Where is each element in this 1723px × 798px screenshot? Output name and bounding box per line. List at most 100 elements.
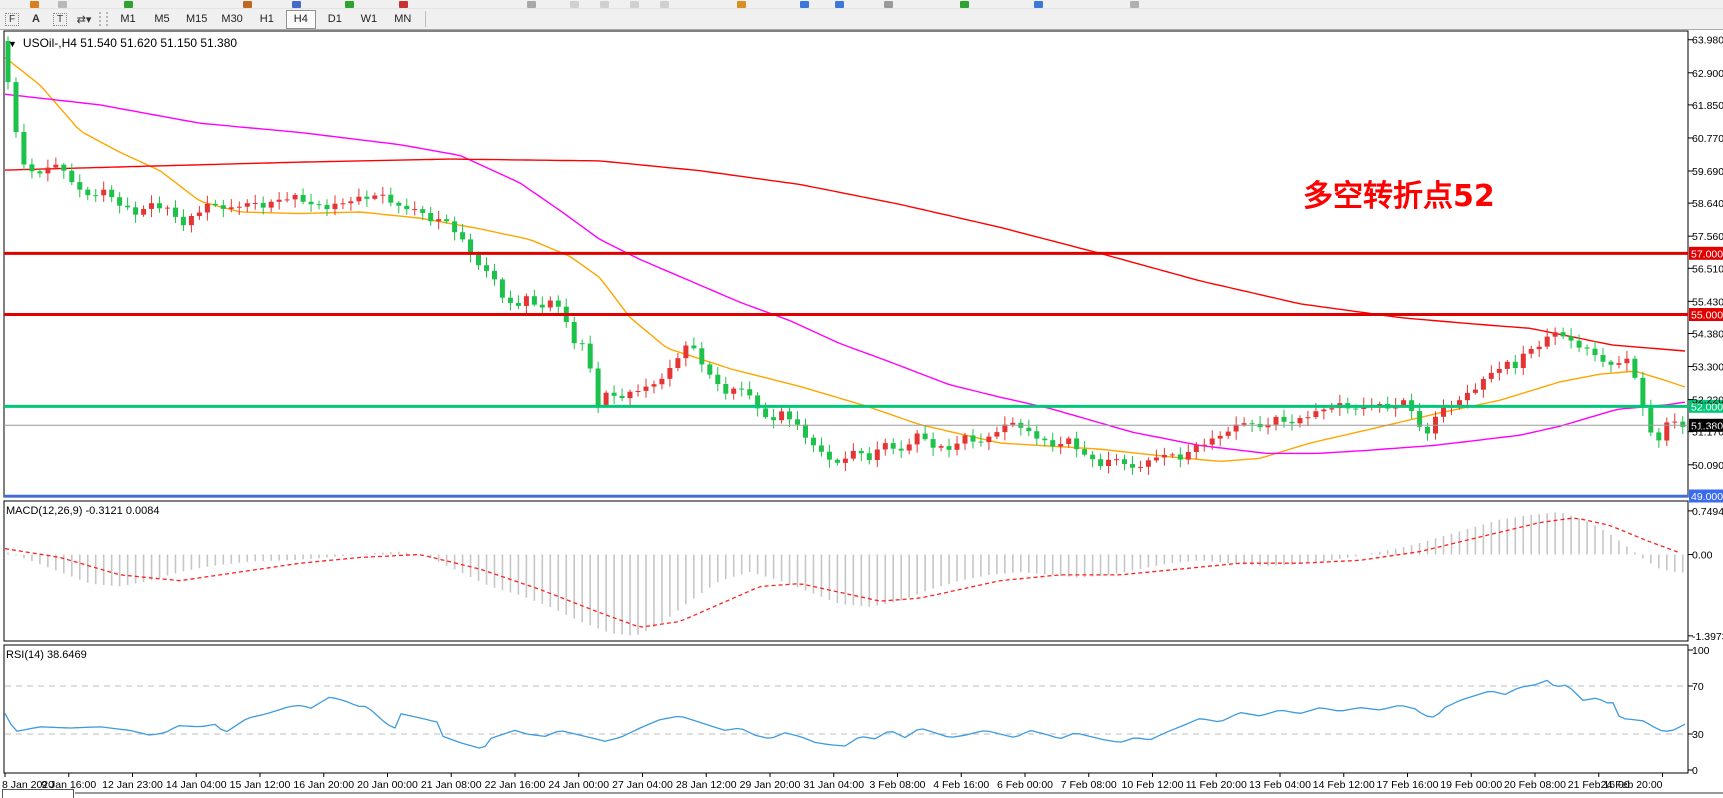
chart-title: ▼ USOil-,H4 51.540 51.620 51.150 51.380	[8, 36, 237, 50]
time-axis-label: 14 Jan 04:00	[166, 779, 227, 791]
chart-canvas[interactable]: 57.000 55.000 52.000 51.380 49.000 63.980 62.9…	[0, 30, 1723, 798]
time-axis-label: 12 Jan 23:00	[102, 779, 163, 791]
time-axis-label: 24 Feb 20:00	[1601, 779, 1663, 791]
timeframe-button-H1[interactable]: H1	[259, 13, 274, 25]
time-axis-label: 29 Jan 20:00	[740, 779, 801, 791]
toolbar-icon-fragment[interactable]	[30, 1, 39, 8]
time-axis-label: 11 Feb 20:00	[1186, 779, 1247, 791]
ma-mid-magenta-line	[4, 93, 1686, 455]
timeframe-button-W1[interactable]: W1	[360, 13, 378, 25]
time-axis-label: 13 Feb 04:00	[1249, 779, 1311, 791]
price-axis-label: 50.090	[1692, 460, 1723, 472]
rsi-axis-label: 70	[1692, 681, 1704, 693]
price-axis-label: 63.980	[1692, 35, 1723, 47]
price-axis-label: 53.300	[1692, 362, 1723, 374]
styles-arrows-icon[interactable]: ⇄ ▾	[76, 13, 92, 26]
toolbar-top-strip	[0, 0, 1723, 9]
price-label-box-55.000	[1689, 308, 1723, 322]
dropdown-caret-icon: ▾	[85, 13, 92, 26]
toolbar-icon-fragment[interactable]	[570, 1, 579, 8]
ma-slow-red-line	[4, 158, 1686, 352]
time-axis-label: 31 Jan 04:00	[803, 779, 864, 791]
snap-grid-f-icon[interactable]: F	[2, 11, 22, 28]
price-label-box-57.000	[1689, 246, 1723, 260]
macd-histogram-layer	[7, 512, 1684, 636]
toolbar: F A T ⇄ ▾ M1 M5 M15 M30 H1 H4 D1 W1 MN	[0, 9, 1723, 30]
text-box-icon[interactable]: T	[50, 11, 70, 28]
main-panel-frame	[3, 30, 1689, 498]
toolbar-icon-fragment[interactable]	[737, 1, 746, 8]
toolbar-icon-fragment[interactable]	[1034, 1, 1043, 8]
toolbar-icon-fragment[interactable]	[292, 1, 301, 8]
time-axis-label: 20 Jan 00:00	[357, 779, 418, 791]
timeframe-button-M1[interactable]: M1	[120, 13, 136, 25]
price-label-51.380: 51.380	[1691, 420, 1723, 432]
toolbar-icon-fragment[interactable]	[1130, 1, 1139, 8]
price-label-box-49.000	[1689, 489, 1723, 503]
price-label-49.000: 49.000	[1691, 491, 1723, 503]
timeframe-button-M15[interactable]: M15	[186, 13, 208, 25]
chart-window[interactable]: 57.000 55.000 52.000 51.380 49.000 63.980 62.9…	[0, 30, 1723, 798]
macd-axis-label: 0.7494	[1692, 506, 1723, 518]
toolbar-icon-fragment[interactable]	[630, 1, 639, 8]
timeframe-button-D1[interactable]: D1	[327, 13, 342, 25]
time-axis-label: 16 Jan 20:00	[293, 779, 354, 791]
time-axis-label: 24 Jan 00:00	[548, 779, 609, 791]
price-label-52.000: 52.000	[1691, 401, 1723, 413]
rsi-axis-label: 0	[1692, 765, 1698, 777]
rsi-indicator-label: RSI(14) 38.6469	[6, 649, 87, 661]
text-label-icon[interactable]: A	[32, 13, 40, 25]
price-label-box-51.380	[1689, 418, 1723, 432]
toolbar-icon-fragment[interactable]	[58, 1, 67, 8]
time-axis-label: 21 Jan 08:00	[421, 779, 482, 791]
timeframe-button-M5[interactable]: M5	[154, 13, 170, 25]
time-axis-label: 28 Jan 12:00	[676, 779, 737, 791]
chart-annotation-text: 多空转折点52	[1303, 179, 1495, 214]
quick-navigation-box[interactable]	[2, 789, 74, 798]
toolbar-icon-fragment[interactable]	[600, 1, 609, 8]
ma-fast-orange-line	[4, 56, 1686, 462]
time-axis-label: 17 Feb 16:00	[1377, 779, 1439, 791]
toolbar-grip[interactable]	[99, 12, 108, 26]
time-axis-label: 21 Feb 16:00	[1568, 779, 1630, 791]
time-axis-label: 14 Feb 12:00	[1313, 779, 1375, 791]
price-axis-label: 56.510	[1692, 263, 1723, 275]
time-axis-label: 9 Jan 16:00	[41, 779, 96, 791]
macd-value-main: -0.3121	[85, 505, 123, 517]
time-axis-label: 20 Feb 08:00	[1504, 779, 1566, 791]
timeframe-button-H4[interactable]: H4	[285, 9, 316, 29]
time-axis-label: 8 Jan 2020	[2, 779, 54, 791]
toolbar-icon-fragment[interactable]	[345, 1, 354, 8]
timeframe-button-MN[interactable]: MN	[394, 13, 412, 25]
price-axis-label: 62.900	[1692, 68, 1723, 80]
time-axis-label: 4 Feb 16:00	[933, 779, 989, 791]
toolbar-icon-fragment[interactable]	[124, 1, 133, 8]
rsi-panel-frame	[3, 644, 1689, 774]
price-axis-label: 58.640	[1692, 198, 1723, 210]
symbol-dropdown-icon[interactable]: ▼	[8, 39, 17, 49]
toolbar-icon-fragment[interactable]	[960, 1, 969, 8]
candles-layer	[5, 36, 1686, 475]
macd-signal-line	[4, 517, 1679, 628]
price-axis-label: 55.430	[1692, 296, 1723, 308]
toolbar-icon-fragment[interactable]	[660, 1, 669, 8]
time-axis-label: 7 Feb 08:00	[1061, 779, 1117, 791]
macd-indicator-label: MACD(12,26,9) -0.3121 0.0084	[6, 505, 160, 517]
price-label-box-52.000	[1689, 399, 1723, 413]
price-axis-label: 57.560	[1692, 231, 1723, 243]
toolbar-icon-fragment[interactable]	[243, 1, 252, 8]
macd-value-signal: 0.0084	[125, 505, 160, 517]
price-axis-label: 51.170	[1692, 427, 1723, 439]
timeframe-toolbar: M1 M5 M15 M30 H1 H4 D1 W1 MN	[111, 9, 420, 29]
toolbar-icon-fragment[interactable]	[527, 1, 536, 8]
price-axis-label: 52.220	[1692, 395, 1723, 407]
toolbar-icon-fragment[interactable]	[835, 1, 844, 8]
timeframe-button-M30[interactable]: M30	[221, 13, 243, 25]
macd-axis-label: -1.3973	[1692, 631, 1723, 643]
toolbar-separator	[424, 11, 426, 27]
time-axis-label: 19 Feb 00:00	[1440, 779, 1502, 791]
toolbar-icon-fragment[interactable]	[884, 1, 893, 8]
toolbar-icon-fragment[interactable]	[800, 1, 809, 8]
toolbar-icon-fragment[interactable]	[399, 1, 408, 8]
chart-title-text: USOil-,H4 51.540 51.620 51.150 51.380	[22, 36, 238, 50]
